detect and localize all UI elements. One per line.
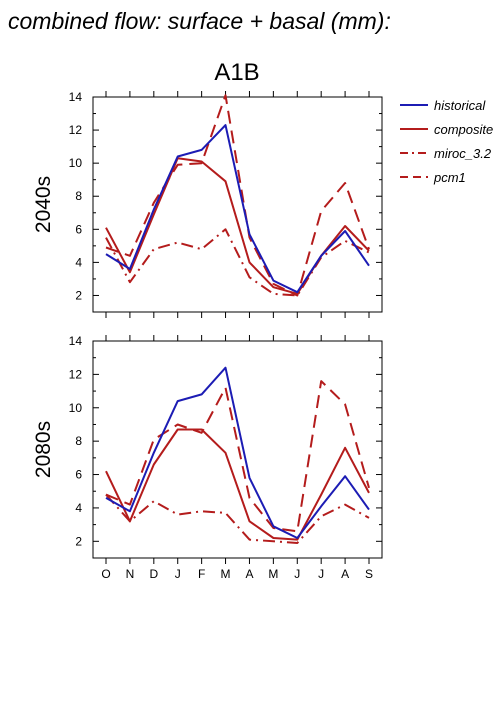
y-tick-label: 6 (75, 468, 82, 482)
x-tick-label: J (294, 567, 300, 581)
plot-frame (92, 340, 383, 559)
y-tick-label: 12 (69, 367, 83, 381)
y-tick-label: 8 (75, 434, 82, 448)
legend-label: composite (434, 122, 493, 137)
y-tick-label: 4 (75, 501, 82, 515)
y-tick-label: 4 (75, 255, 82, 269)
chart-legend: historical composite miroc_3.2 pcm1 (400, 98, 493, 185)
plot-frame (92, 96, 383, 313)
y-tick-label: 10 (69, 156, 83, 170)
x-tick-label: N (126, 567, 135, 581)
series-line-historical (105, 366, 370, 539)
scenario-title: A1B (214, 59, 259, 86)
legend-label: historical (434, 98, 486, 113)
y-tick-label: 12 (69, 123, 83, 137)
y-tick-label: 6 (75, 222, 82, 236)
legend-label: pcm1 (433, 170, 466, 185)
figure-title: combined flow: surface + basal (mm): (8, 8, 391, 34)
x-tick-label: J (175, 567, 181, 581)
series-line-miroc-3-2 (105, 493, 370, 544)
x-tick-label: M (268, 567, 278, 581)
y-tick-label: 10 (69, 401, 83, 415)
x-tick-label: O (101, 567, 110, 581)
series-line-composite (105, 428, 370, 541)
y-tick-label: 14 (69, 90, 83, 104)
y-tick-label: 2 (75, 534, 82, 548)
series-line-pcm1 (105, 380, 370, 533)
y-tick-label: 8 (75, 189, 82, 203)
series-line-miroc-3-2 (105, 228, 370, 297)
series-line-pcm1 (105, 94, 370, 297)
x-tick-label: J (318, 567, 324, 581)
y-tick-label: 2 (75, 288, 82, 302)
x-tick-label: A (245, 567, 253, 581)
panel-2040s: 2 4 6 8 10 12 14 2040s (32, 90, 383, 318)
panel-label: 2080s (32, 421, 55, 478)
y-tick-label: 14 (69, 334, 83, 348)
x-tick-label: D (149, 567, 158, 581)
series-line-historical (105, 124, 370, 294)
x-tick-label: A (341, 567, 349, 581)
legend-label: miroc_3.2 (434, 146, 492, 161)
x-tick-label: M (221, 567, 231, 581)
panel-label: 2040s (32, 176, 55, 233)
x-tick-label: F (198, 567, 205, 581)
x-tick-label: S (365, 567, 373, 581)
